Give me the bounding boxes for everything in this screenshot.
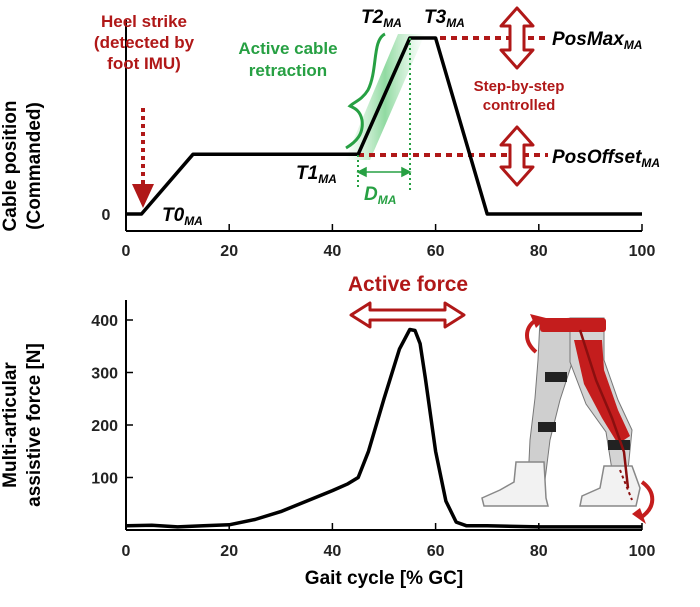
cable-icon [578, 329, 630, 489]
shank-band-icon [538, 422, 556, 432]
active-force-arrow [349, 301, 466, 329]
back-shoe-icon [481, 461, 549, 507]
svg-text:Step-by-step: Step-by-step [474, 78, 565, 95]
bottom-x-ticks: 0 20 40 60 80 100 [122, 523, 656, 560]
top-x-tick-label: 60 [427, 243, 445, 260]
top-x-ticks: 0 20 40 60 80 100 [122, 224, 656, 260]
top-x-tick-label: 0 [122, 243, 131, 260]
thigh-band-icon [545, 372, 567, 382]
top-x-tick-label: 20 [220, 243, 238, 260]
hip-flexion-arrowhead-icon [530, 314, 546, 328]
bottom-y-ticks: 100 200 300 400 [91, 313, 133, 488]
bottom-ylabel-line1: Multi-articular [0, 362, 21, 488]
pos-offset-double-arrow [499, 125, 535, 187]
bottom-x-tick-label: 0 [122, 543, 131, 560]
step-control-label: Step-by-step controlled [474, 78, 565, 114]
bottom-y-tick-label: 300 [91, 366, 118, 383]
bottom-x-tick-label: 40 [324, 543, 342, 560]
top-x-tick-label: 40 [324, 243, 342, 260]
back-leg-icon [527, 317, 576, 483]
t3-label: T3MA [424, 7, 465, 30]
svg-text:(detected by: (detected by [94, 33, 195, 52]
ankle-arrow-icon [638, 480, 655, 520]
front-shoe-icon [579, 465, 641, 507]
svg-text:Heel strike: Heel strike [101, 12, 187, 31]
t0-label: T0MA [162, 205, 203, 228]
cable-position-chart: Cable position (Commanded) 0 20 40 60 80 100 … [0, 6, 660, 260]
top-ylabel-line1: Cable position [0, 101, 21, 232]
active-retraction-label: Active cable retraction [238, 39, 337, 80]
pos-offset-label: PosOffsetMA [552, 147, 660, 170]
bottom-y-tick-label: 400 [91, 313, 118, 330]
active-force-title: Active force [348, 273, 468, 296]
bottom-y-tick-label: 200 [91, 418, 118, 435]
exosuit-illustration [481, 314, 655, 524]
active-retraction-brace [345, 32, 386, 150]
bottom-x-tick-label: 80 [530, 543, 548, 560]
bottom-x-tick-label: 100 [629, 543, 656, 560]
top-x-tick-label: 80 [530, 243, 548, 260]
t2-label: T2MA [361, 7, 402, 30]
top-x-tick-label: 100 [629, 243, 656, 260]
bottom-y-tick-label: 100 [91, 471, 118, 488]
bottom-ylabel-line2: assistive force [N] [24, 343, 45, 507]
bottom-x-tick-label: 60 [427, 543, 445, 560]
svg-text:Active cable: Active cable [238, 39, 337, 58]
cable-dashed-icon [619, 469, 633, 501]
front-shank-band-icon [608, 440, 630, 450]
ankle-arrowhead-icon [632, 508, 646, 524]
hip-flexion-arrow-icon [525, 318, 538, 354]
d-ma-arrow [356, 166, 412, 178]
top-y-tick-0: 0 [102, 207, 111, 224]
d-ma-label: DMA [364, 184, 396, 207]
bottom-x-tick-label: 20 [220, 543, 238, 560]
t1-label: T1MA [296, 163, 337, 186]
bottom-xlabel: Gait cycle [% GC] [305, 568, 463, 589]
assistive-force-chart: Multi-articular assistive force [N] 0 20 4… [0, 273, 655, 589]
heel-strike-arrow [132, 108, 154, 208]
svg-text:foot IMU): foot IMU) [107, 54, 181, 73]
pos-max-double-arrow [499, 6, 535, 70]
svg-text:controlled: controlled [483, 97, 556, 114]
svg-text:retraction: retraction [249, 61, 327, 80]
waist-belt-icon [540, 318, 606, 332]
heel-strike-label: Heel strike (detected by foot IMU) [94, 12, 195, 73]
cable-position-line [126, 36, 642, 216]
top-ylabel-line2: (Commanded) [24, 102, 45, 230]
assistive-force-line [125, 327, 642, 529]
pos-max-label: PosMaxMA [552, 29, 642, 52]
